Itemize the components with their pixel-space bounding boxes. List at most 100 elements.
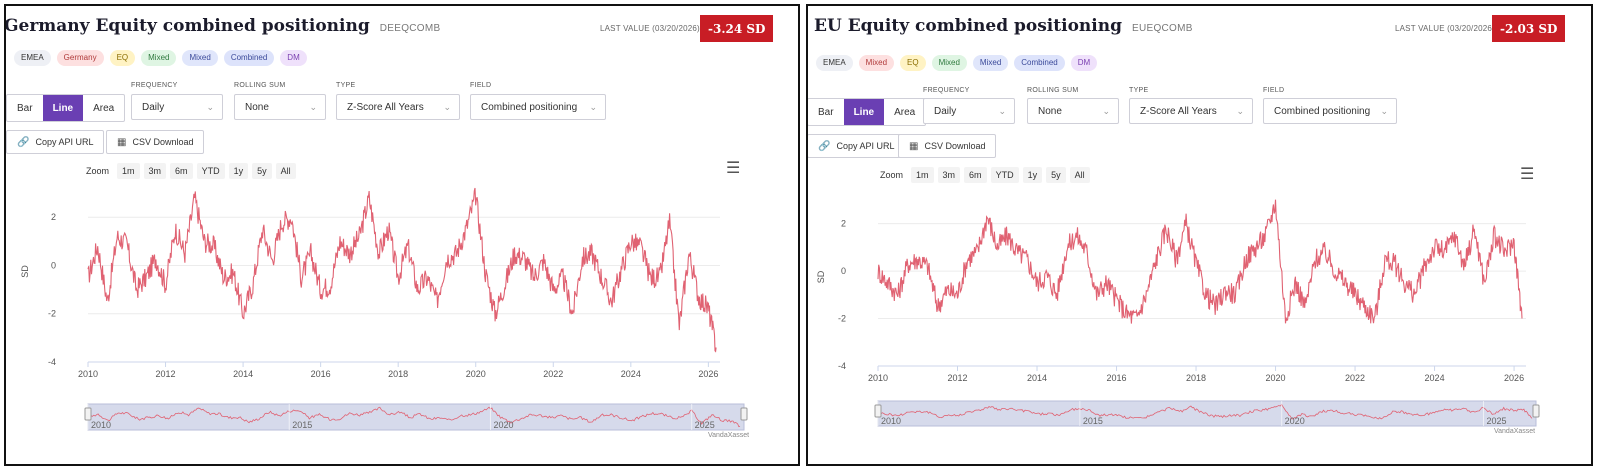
tag-badge: Germany [56, 50, 104, 66]
rolling-sum-value: None [245, 101, 269, 113]
x-tick-label: 2024 [621, 369, 641, 379]
field-value: Combined positioning [1274, 105, 1371, 117]
panel-title-text: Germany Equity combined positioning [4, 16, 370, 36]
zoom-button-all[interactable]: All [1069, 167, 1090, 183]
field-label: FIELD [470, 82, 492, 89]
frequency-select[interactable]: Daily ⌄ [131, 94, 223, 120]
csv-download-button[interactable]: ▦ CSV Download [106, 130, 205, 154]
chart-type-toggle: Bar Line Area [808, 98, 927, 126]
zoom-button-1m[interactable]: 1m [117, 163, 140, 179]
rolling-sum-select[interactable]: None ⌄ [1027, 98, 1119, 124]
chart-type-area-button[interactable]: Area [894, 106, 916, 118]
zoom-button-ytd[interactable]: YTD [196, 163, 225, 179]
x-tick-label: 2014 [1027, 373, 1047, 383]
copy-api-url-label: Copy API URL [836, 141, 895, 151]
chart-panel-germany: Germany Equity combined positioning DEEQ… [4, 4, 800, 466]
panel-title-text: EU Equity combined positioning [814, 16, 1122, 36]
x-tick-label: 2020 [466, 369, 486, 379]
tag-badge: EQ [900, 55, 926, 71]
zoom-button-all[interactable]: All [275, 163, 296, 179]
copy-api-url-button[interactable]: 🔗 Copy API URL [808, 134, 906, 158]
navigator-handle-left[interactable] [874, 404, 882, 418]
navigator-tick-label: 2025 [695, 420, 715, 430]
chart-type-line-button[interactable]: Line [42, 95, 84, 121]
chevron-down-icon: ⌄ [1380, 105, 1388, 116]
type-select[interactable]: Z-Score All Years ⌄ [336, 94, 460, 120]
type-value: Z-Score All Years [1140, 105, 1217, 117]
copy-api-url-label: Copy API URL [35, 137, 94, 147]
chart-type-bar-button[interactable]: Bar [17, 102, 33, 114]
y-tick-label: 2 [841, 219, 846, 229]
type-select[interactable]: Z-Score All Years ⌄ [1129, 98, 1253, 124]
chevron-down-icon: ⌄ [589, 101, 597, 112]
zoom-button-6m[interactable]: 6m [964, 167, 987, 183]
navigator-tick-label: 2015 [1083, 416, 1103, 426]
chart-type-bar-button[interactable]: Bar [818, 106, 834, 118]
chevron-down-icon: ⌄ [443, 101, 451, 112]
last-value-badge: -3.24 SD [700, 15, 774, 42]
chevron-down-icon: ⌄ [1102, 105, 1110, 116]
hamburger-menu-icon[interactable]: ☰ [726, 160, 741, 177]
zoom-label: Zoom [880, 170, 904, 180]
zoom-controls: Zoom 1m 3m 6m YTD 1y 5y All [880, 167, 1090, 183]
chart-type-area-button[interactable]: Area [93, 102, 115, 114]
zoom-controls: Zoom 1m 3m 6m YTD 1y 5y All [86, 163, 296, 179]
zoom-label: Zoom [86, 166, 110, 176]
zoom-button-1m[interactable]: 1m [911, 167, 934, 183]
zoom-button-3m[interactable]: 3m [143, 163, 167, 179]
chart-type-toggle: Bar Line Area [6, 94, 126, 122]
field-label: FIELD [1263, 87, 1285, 94]
series-line [87, 187, 717, 353]
frequency-label: FREQUENCY [923, 87, 970, 94]
navigator-handle-left[interactable] [84, 407, 92, 421]
rolling-sum-select[interactable]: None ⌄ [234, 94, 326, 120]
field-select[interactable]: Combined positioning ⌄ [1263, 98, 1397, 124]
x-tick-label: 2018 [388, 369, 408, 379]
field-select[interactable]: Combined positioning ⌄ [470, 94, 606, 120]
tag-badge: Mixed [972, 55, 1009, 71]
navigator-handle-right[interactable] [740, 407, 748, 421]
tag-list: EMEA Mixed EQ Mixed Mixed Combined DM [816, 55, 1098, 71]
field-value: Combined positioning [481, 101, 578, 113]
zoom-button-5y[interactable]: 5y [1046, 167, 1066, 183]
hamburger-menu-icon[interactable]: ☰ [1520, 166, 1535, 183]
chart-credit: VandaXasset [708, 432, 750, 439]
copy-api-url-button[interactable]: 🔗 Copy API URL [6, 130, 105, 154]
zoom-button-6m[interactable]: 6m [170, 163, 193, 179]
x-tick-label: 2026 [1504, 373, 1524, 383]
y-tick-label: 2 [51, 212, 56, 222]
navigator-tick-label: 2025 [1487, 416, 1507, 426]
zoom-button-ytd[interactable]: YTD [990, 167, 1019, 183]
csv-download-button[interactable]: ▦ CSV Download [898, 134, 997, 158]
zoom-button-3m[interactable]: 3m [937, 167, 961, 183]
panel-title: Germany Equity combined positioning DEEQ… [4, 16, 441, 36]
tag-badge: EMEA [14, 50, 51, 66]
last-value-label: LAST VALUE (03/20/2026) [1395, 24, 1495, 33]
zoom-button-1y[interactable]: 1y [1022, 167, 1043, 183]
ticker-code: EUEQCOMB [1131, 23, 1193, 34]
link-icon: 🔗 [17, 136, 30, 148]
csv-download-label: CSV Download [132, 137, 194, 147]
series-line [877, 199, 1523, 324]
x-tick-label: 2012 [947, 373, 967, 383]
navigator-handle-right[interactable] [1532, 404, 1540, 418]
x-tick-label: 2014 [233, 369, 253, 379]
type-value: Z-Score All Years [347, 101, 424, 113]
x-tick-label: 2022 [543, 369, 563, 379]
chart-type-line-button[interactable]: Line [843, 99, 885, 125]
last-value-label: LAST VALUE (03/20/2026) [600, 24, 700, 33]
zoom-button-1y[interactable]: 1y [228, 163, 249, 179]
tag-list: EMEA Germany EQ Mixed Mixed Combined DM [14, 50, 307, 66]
rolling-sum-label: ROLLING SUM [1027, 87, 1079, 94]
navigator-tick-label: 2020 [493, 420, 513, 430]
x-tick-label: 2010 [868, 373, 888, 383]
tag-badge: DM [280, 50, 307, 66]
frequency-select[interactable]: Daily ⌄ [923, 98, 1015, 124]
tag-badge: EQ [109, 50, 136, 66]
x-tick-label: 2022 [1345, 373, 1365, 383]
zoom-button-5y[interactable]: 5y [252, 163, 272, 179]
tag-badge: Combined [1014, 55, 1065, 71]
tag-badge: Mixed [931, 55, 967, 71]
ticker-code: DEEQCOMB [379, 23, 441, 34]
tag-badge: EMEA [816, 55, 853, 71]
